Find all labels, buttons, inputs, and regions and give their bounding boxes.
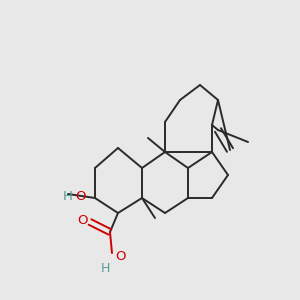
Text: H: H: [63, 190, 73, 203]
Text: O: O: [76, 190, 86, 203]
Text: H: H: [100, 262, 110, 275]
Text: O: O: [77, 214, 87, 226]
Text: O: O: [115, 250, 125, 262]
